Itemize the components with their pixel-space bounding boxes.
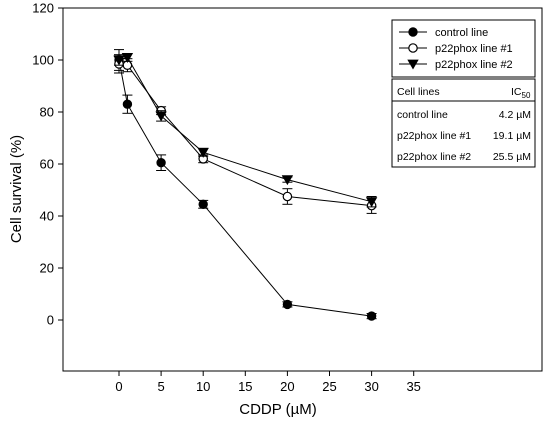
ic50-row-value: 19.1 µM <box>493 130 531 142</box>
x-tick-label: 5 <box>157 379 164 394</box>
y-axis-title: Cell survival (%) <box>8 135 25 243</box>
x-tick-label: 35 <box>406 379 420 394</box>
data-point <box>282 299 293 310</box>
ic50-table-frame <box>391 78 536 168</box>
data-point <box>113 55 125 66</box>
ic50-row-line: p22phox line #2 <box>397 151 471 163</box>
series-3 <box>113 53 378 208</box>
legend-marker <box>407 59 419 70</box>
ic50-header-ic-sub: 50 <box>522 91 531 100</box>
legend-label: control line <box>435 27 488 39</box>
series-line <box>118 63 372 207</box>
y-axis: 0 20 40 60 80 100 120 <box>32 1 63 328</box>
ic50-row-value: 4.2 µM <box>499 109 531 121</box>
data-point <box>156 158 166 168</box>
y-tick-label: 120 <box>32 1 54 16</box>
data-point <box>121 53 134 63</box>
data-point <box>366 311 377 321</box>
ic50-header-ic-main: IC <box>511 86 522 98</box>
ic50-table: Cell lines IC50 control line 4.2 µM p22pho… <box>391 78 536 168</box>
y-tick-label: 100 <box>32 53 54 68</box>
ic50-row-line: p22phox line #1 <box>397 130 471 142</box>
x-axis: 0 5 10 15 20 25 30 35 <box>115 371 421 394</box>
series-layer <box>113 49 378 321</box>
series-2 <box>114 54 377 214</box>
plot-frame <box>62 7 543 372</box>
legend-marker <box>408 43 418 53</box>
legend-label: p22phox line #2 <box>435 59 513 71</box>
data-point <box>155 111 167 122</box>
ic50-header-cell-lines: Cell lines <box>397 86 440 98</box>
ic50-header-ic: IC50 <box>511 86 531 100</box>
ic50-row-line: control line <box>397 109 448 121</box>
data-point <box>365 197 378 208</box>
y-tick-label: 20 <box>40 261 54 276</box>
x-tick-label: 25 <box>322 379 336 394</box>
series-line <box>118 56 372 203</box>
x-tick-label: 0 <box>115 379 122 394</box>
x-tick-label: 30 <box>364 379 378 394</box>
data-point <box>281 175 294 186</box>
series-line <box>118 59 372 317</box>
data-point <box>122 99 133 109</box>
x-tick-label: 15 <box>238 379 252 394</box>
data-point <box>197 147 209 158</box>
ic50-row-value: 25.5 µM <box>493 151 531 163</box>
y-tick-label: 60 <box>40 157 54 172</box>
x-axis-title: CDDP (µM) <box>239 401 317 418</box>
y-tick-label: 0 <box>47 313 54 328</box>
x-tick-label: 20 <box>280 379 294 394</box>
y-tick-label: 80 <box>40 105 54 120</box>
legend-label: p22phox line #1 <box>435 43 513 55</box>
x-tick-label: 10 <box>196 379 210 394</box>
data-point <box>198 199 208 210</box>
legend: control line p22phox line #1 p22phox line … <box>391 19 536 78</box>
legend-marker <box>408 27 418 37</box>
series-1 <box>114 49 377 321</box>
y-tick-label: 40 <box>40 209 54 224</box>
data-point <box>282 191 293 202</box>
